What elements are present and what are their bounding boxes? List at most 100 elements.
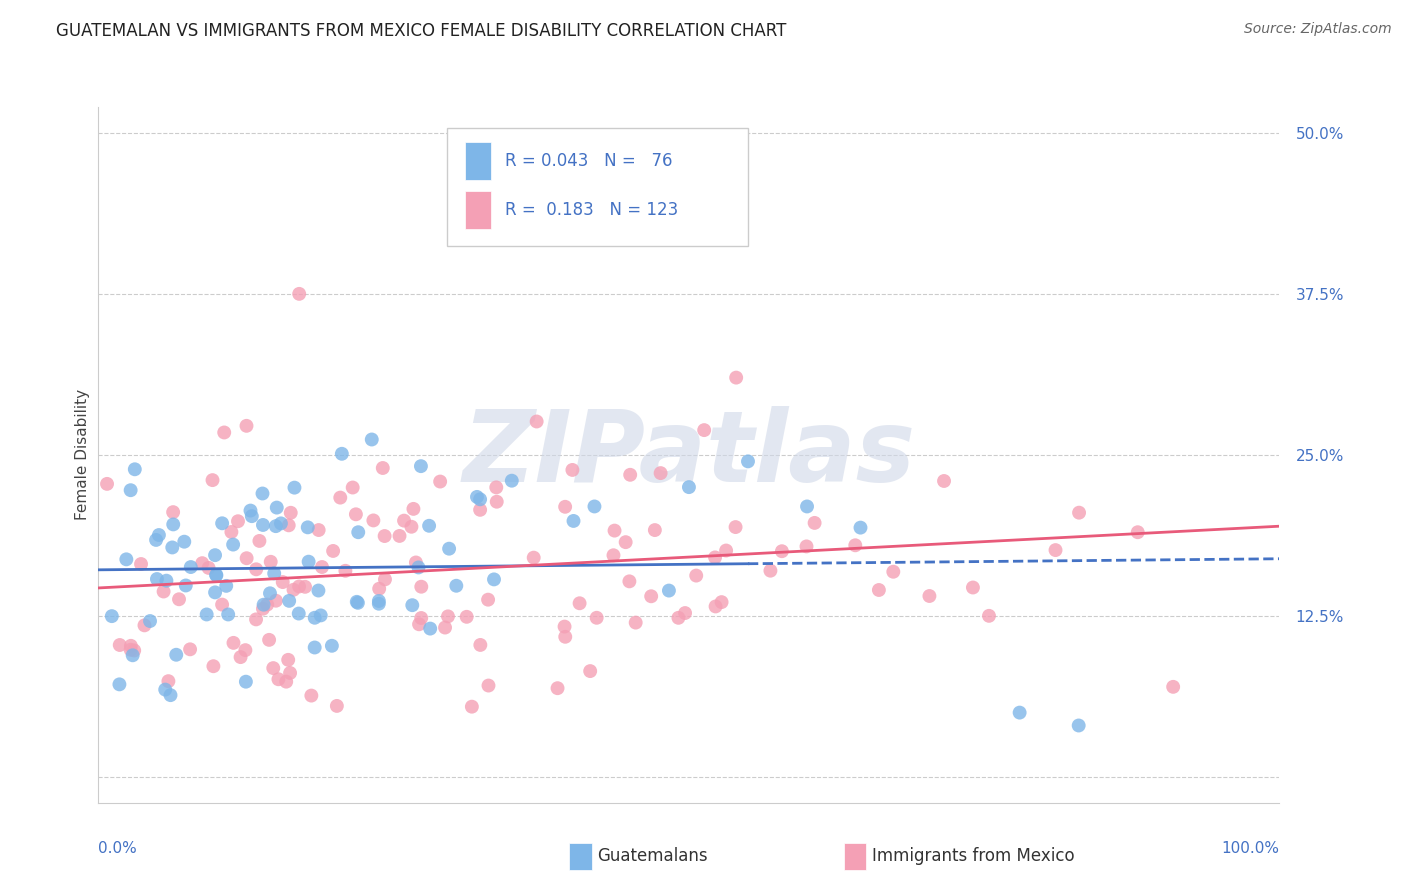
Point: [1067, 718, 1090, 732]
Point: [120, 483, 142, 498]
Point: [277, 518, 299, 533]
Point: [277, 653, 299, 667]
Point: [197, 561, 219, 575]
Point: [562, 514, 585, 528]
Point: [222, 636, 245, 650]
Point: [619, 574, 641, 589]
Point: [162, 541, 184, 555]
Point: [276, 674, 298, 689]
Point: [1126, 525, 1149, 540]
Point: [710, 595, 733, 609]
Point: [191, 556, 214, 570]
Point: [152, 584, 174, 599]
Point: [330, 447, 353, 461]
Point: [299, 689, 322, 703]
Point: [120, 642, 142, 657]
Point: [405, 556, 427, 570]
Point: [477, 679, 499, 693]
Point: [446, 579, 468, 593]
Point: [363, 513, 385, 527]
Text: 100.0%: 100.0%: [1222, 841, 1279, 856]
Point: [347, 525, 370, 540]
Point: [252, 518, 274, 533]
Point: [240, 509, 263, 524]
Point: [108, 677, 131, 691]
Text: GUATEMALAN VS IMMIGRANTS FROM MEXICO FEMALE DISABILITY CORRELATION CHART: GUATEMALAN VS IMMIGRANTS FROM MEXICO FEM…: [56, 22, 786, 40]
Point: [124, 462, 146, 476]
Point: [235, 551, 257, 566]
Point: [367, 597, 389, 611]
Point: [211, 516, 233, 531]
Point: [465, 490, 488, 504]
Point: [326, 698, 349, 713]
Point: [221, 524, 243, 539]
Point: [245, 612, 267, 626]
Text: Guatemalans: Guatemalans: [598, 847, 709, 865]
Point: [554, 500, 576, 514]
Point: [309, 608, 332, 623]
Point: [239, 503, 262, 517]
Point: [673, 606, 696, 620]
Point: [796, 500, 818, 514]
Point: [115, 552, 138, 566]
Point: [162, 517, 184, 532]
Point: [108, 638, 131, 652]
Point: [868, 582, 890, 597]
Text: 0.0%: 0.0%: [98, 841, 138, 856]
Point: [482, 573, 505, 587]
Point: [226, 514, 249, 528]
Point: [770, 544, 793, 558]
Point: [418, 518, 440, 533]
Point: [485, 494, 508, 508]
Point: [360, 433, 382, 447]
Text: R =  0.183   N = 123: R = 0.183 N = 123: [505, 201, 678, 219]
Point: [283, 481, 305, 495]
Point: [470, 638, 492, 652]
Point: [678, 480, 700, 494]
Point: [288, 579, 311, 593]
Point: [202, 659, 225, 673]
Point: [644, 523, 666, 537]
Point: [429, 475, 451, 489]
Point: [204, 548, 226, 562]
Point: [547, 681, 569, 696]
Text: Immigrants from Mexico: Immigrants from Mexico: [872, 847, 1074, 865]
Point: [668, 611, 690, 625]
Point: [308, 523, 330, 537]
Point: [298, 555, 321, 569]
Point: [803, 516, 825, 530]
Point: [204, 585, 226, 599]
Point: [271, 575, 294, 590]
Point: [329, 491, 352, 505]
Point: [270, 516, 292, 531]
Point: [212, 425, 235, 440]
Point: [461, 699, 484, 714]
Point: [155, 682, 177, 697]
Point: [374, 529, 396, 543]
Point: [235, 643, 257, 657]
Point: [392, 514, 415, 528]
Point: [264, 519, 287, 533]
Point: [368, 582, 391, 596]
Point: [264, 593, 287, 607]
Point: [278, 665, 301, 680]
Point: [388, 529, 411, 543]
Point: [437, 609, 460, 624]
Point: [287, 607, 309, 621]
Point: [280, 506, 302, 520]
Point: [693, 423, 716, 437]
Point: [257, 632, 280, 647]
Point: [561, 463, 583, 477]
Point: [619, 467, 641, 482]
Point: [411, 580, 433, 594]
Point: [371, 461, 394, 475]
Point: [145, 533, 167, 547]
Point: [347, 596, 370, 610]
Point: [704, 550, 727, 565]
Point: [129, 557, 152, 571]
Point: [294, 580, 316, 594]
Point: [205, 568, 228, 582]
Point: [408, 560, 430, 574]
Point: [201, 473, 224, 487]
Point: [411, 611, 433, 625]
